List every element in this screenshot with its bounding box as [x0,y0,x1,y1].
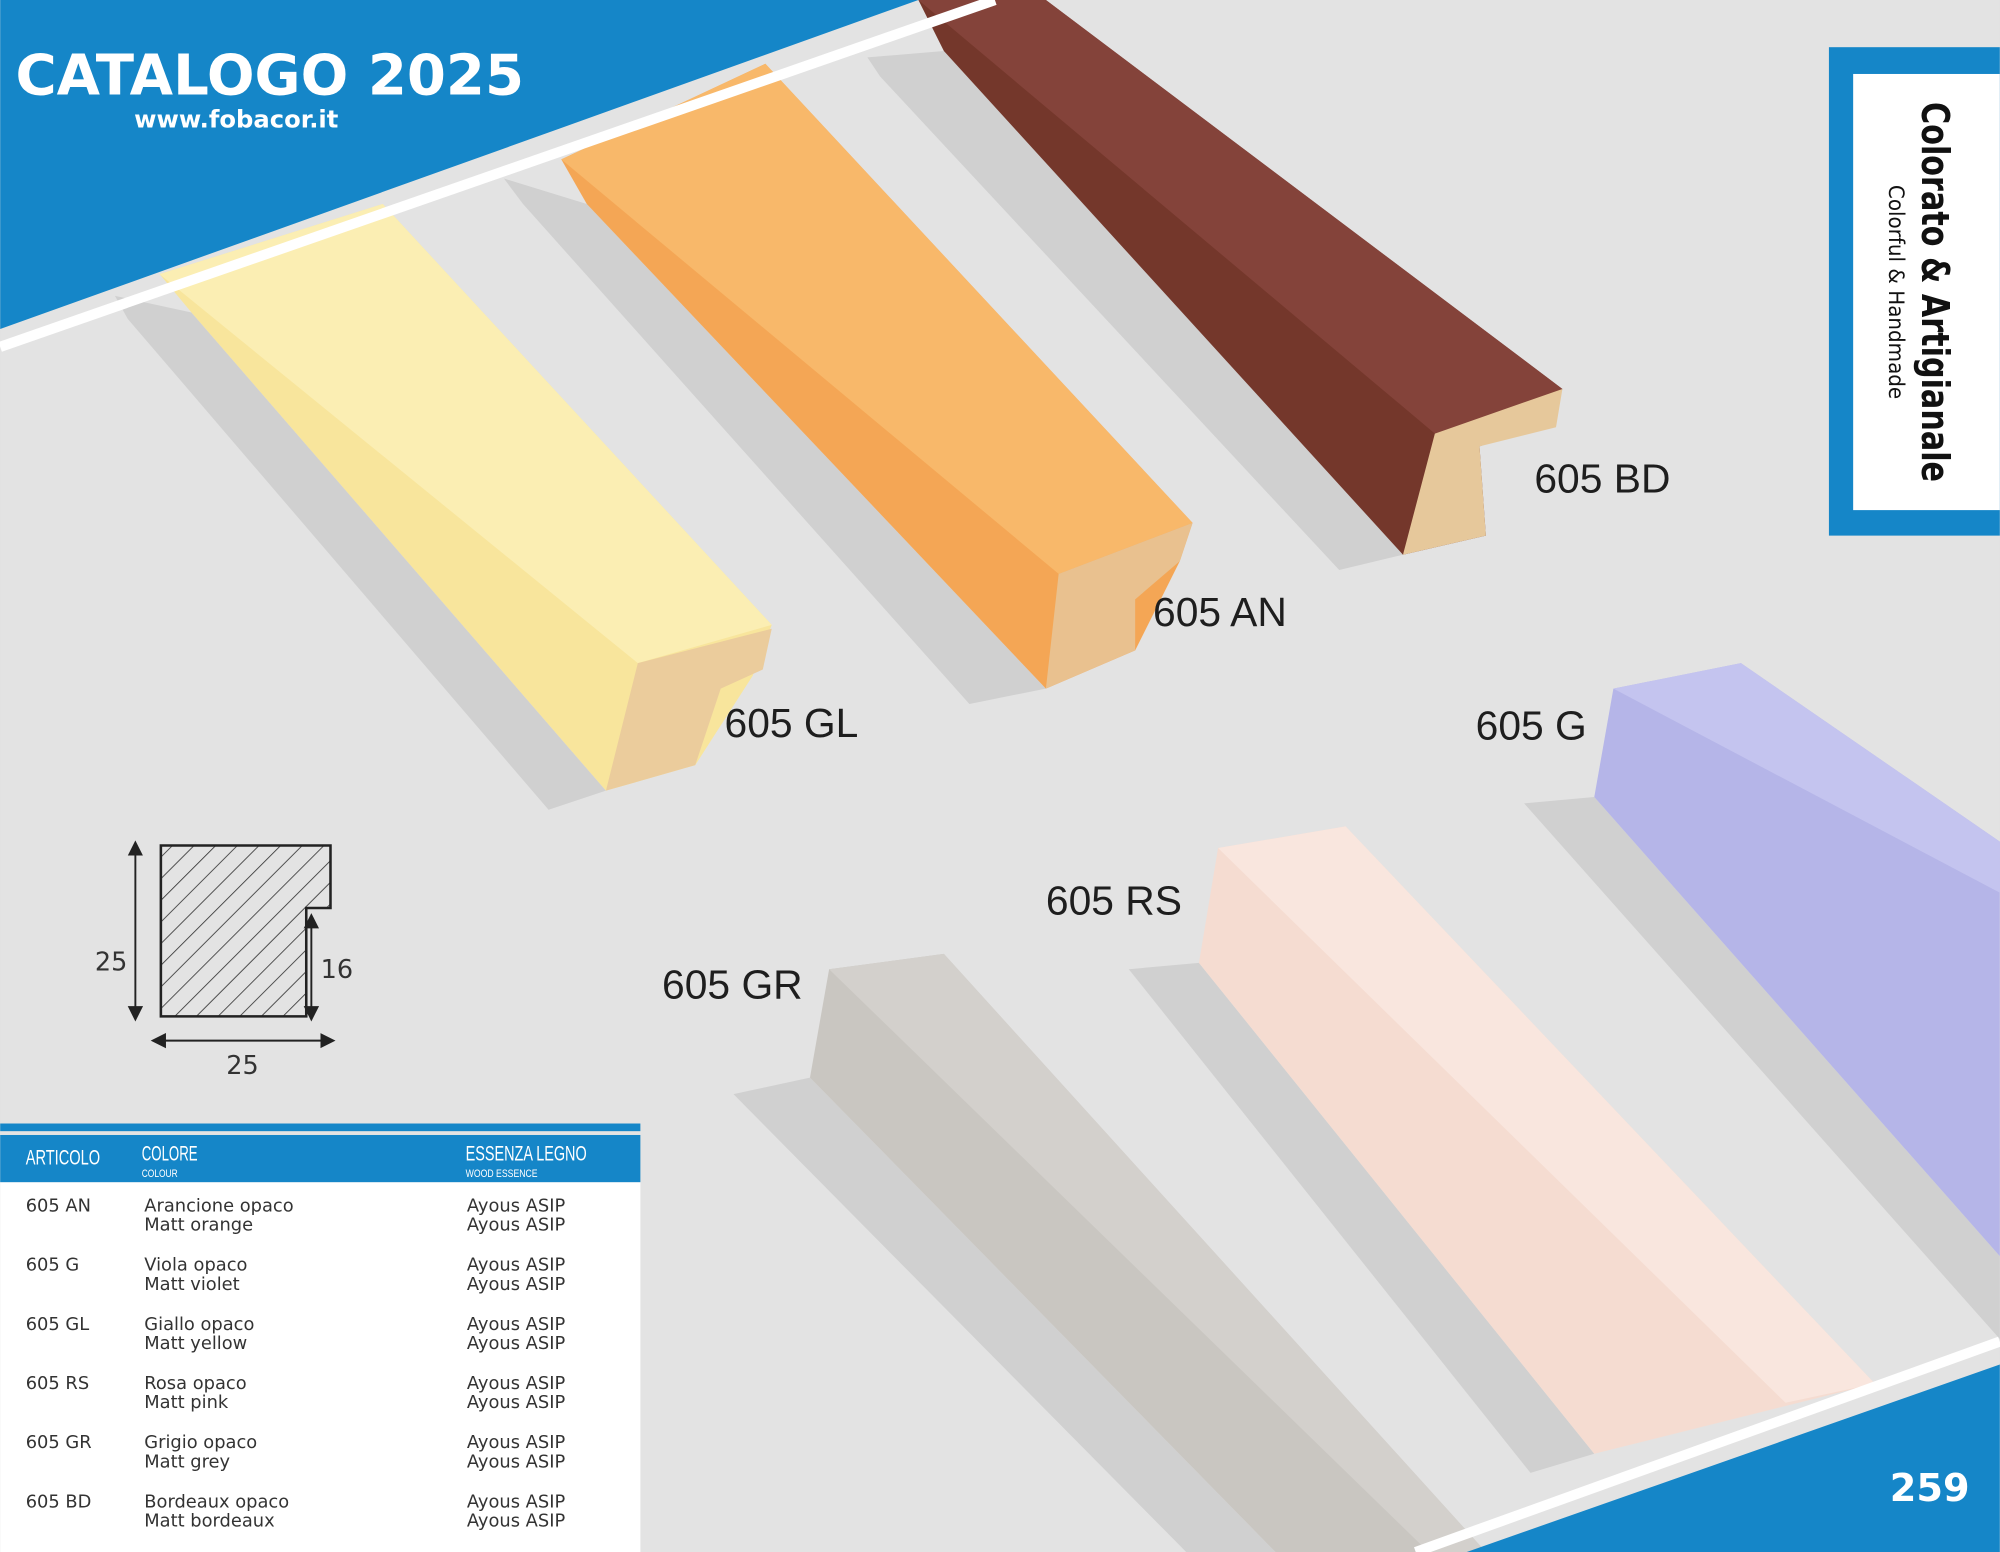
website: www.fobacor.it [134,106,339,134]
cell-code: 605 RS [26,1373,89,1394]
cell-wood: Ayous ASIP [467,1432,566,1453]
product-label: 605 BD [1534,455,1670,501]
cell-colour: Matt orange [144,1215,253,1236]
cell-colour: Matt yellow [144,1333,247,1354]
cell-colour: Giallo opaco [144,1314,254,1335]
table: ARTICOLO COLORE COLOUR ESSENZA LEGNO WOOD ES… [26,1140,587,1531]
grey-stick [809,953,1486,1552]
table-header [0,1134,641,1183]
product-label: 605 GL [725,700,859,746]
cell-wood: Ayous ASIP [467,1274,566,1295]
product-label: 605 RS [1046,877,1182,923]
product-label: 605 G [1476,703,1587,749]
shadows [114,51,2000,1552]
cell-wood: Ayous ASIP [467,1373,566,1394]
cell-code: 605 GL [26,1314,90,1335]
cell-colour: Grigio opaco [144,1432,257,1453]
pink-stick [1198,826,1875,1454]
cell-wood: Ayous ASIP [467,1451,566,1472]
cell-colour: Bordeaux opaco [144,1491,289,1512]
cell-colour: Matt pink [144,1392,229,1413]
profile-diagram [127,840,336,1049]
column-title: COLORE [142,1140,198,1165]
column-subtitle: WOOD ESSENCE [466,1168,538,1180]
cell-wood: Ayous ASIP [467,1314,566,1335]
bordeaux-stick [918,0,1563,555]
cell-colour: Arancione opaco [144,1196,293,1217]
column-title: ESSENZA LEGNO [466,1140,587,1165]
cell-wood: Ayous ASIP [467,1333,566,1354]
cell-code: 605 BD [26,1491,92,1512]
cell-wood: Ayous ASIP [467,1392,566,1413]
cell-colour: Matt bordeaux [144,1510,274,1531]
catalog-title: CATALOGO 2025 [15,43,524,108]
page-number: 259 [1890,1466,1970,1511]
cell-code: 605 G [26,1255,80,1276]
product-label: 605 AN [1153,589,1287,635]
cell-code: 605 AN [26,1196,91,1217]
cell-wood: Ayous ASIP [467,1196,566,1217]
violet-stick [1594,663,2000,1257]
dimension-rebate: 16 [321,955,353,985]
cell-wood: Ayous ASIP [467,1255,566,1276]
side-box-inner [1853,73,2000,511]
cell-wood: Ayous ASIP [467,1215,566,1236]
cell-colour: Rosa opaco [144,1373,246,1394]
table-rule [0,1123,641,1132]
yellow-stick [159,204,772,791]
cell-wood: Ayous ASIP [467,1510,566,1531]
dimension-width: 25 [226,1051,258,1081]
dimension-height: 25 [95,947,127,977]
orange-stick [561,63,1193,689]
cell-colour: Matt violet [144,1274,239,1295]
side-title: Colorato & Artigianale [1912,102,1957,482]
product-label: 605 GR [662,962,803,1008]
cell-colour: Viola opaco [144,1255,247,1276]
page-stripe [1414,1336,2000,1552]
cell-colour: Matt grey [144,1451,230,1472]
table-body [0,1182,641,1552]
column-title: ARTICOLO [26,1144,100,1169]
side-subtitle: Colorful & Handmade [1883,185,1908,399]
banner-stripe [0,0,997,352]
cell-wood: Ayous ASIP [467,1491,566,1512]
column-subtitle: COLOUR [142,1168,178,1180]
cell-code: 605 GR [26,1432,92,1453]
